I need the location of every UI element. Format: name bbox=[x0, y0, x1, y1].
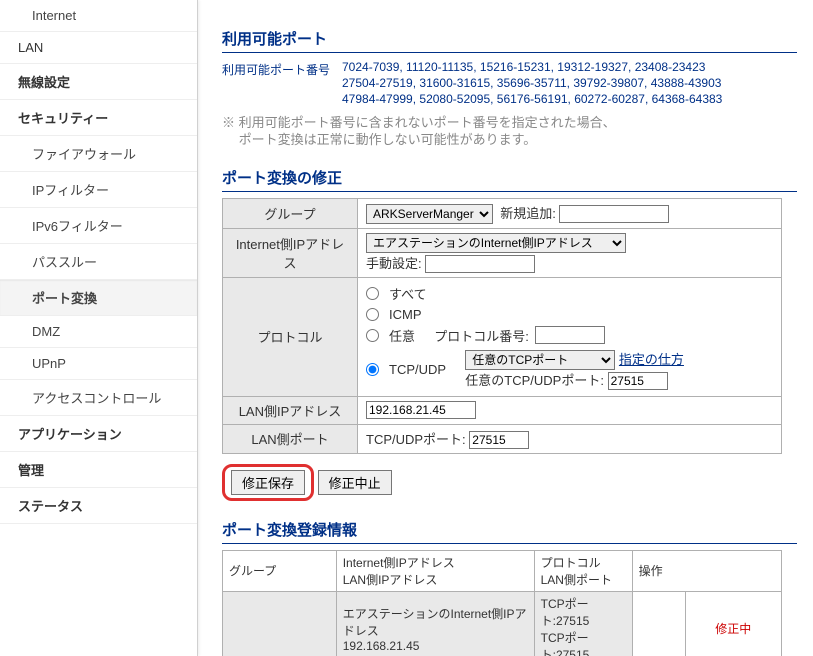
sidebar: Internet LAN 無線設定 セキュリティー ファイアウォール IPフィル… bbox=[0, 0, 198, 656]
app-root: Internet LAN 無線設定 セキュリティー ファイアウォール IPフィル… bbox=[0, 0, 813, 656]
reglist-title: ポート変換登録情報 bbox=[222, 519, 797, 544]
save-button[interactable]: 修正保存 bbox=[231, 470, 305, 495]
form-button-bar: 修正保存 修正中止 bbox=[222, 464, 797, 501]
ports-line1: 7024-7039, 11120-11135, 15216-15231, 193… bbox=[342, 59, 797, 75]
protocol-label: プロトコル bbox=[223, 277, 358, 396]
howto-link[interactable]: 指定の仕方 bbox=[619, 352, 684, 367]
group-cell: ARKServerManger bbox=[223, 591, 337, 656]
main-content: 利用可能ポート 利用可能ポート番号 7024-7039, 11120-11135… bbox=[198, 0, 813, 656]
col-ops: 操作 bbox=[632, 550, 781, 591]
available-ports-values: 7024-7039, 11120-11135, 15216-15231, 193… bbox=[342, 59, 797, 108]
col-addr: Internet側IPアドレス LAN側IPアドレス bbox=[336, 550, 534, 591]
sidebar-item-ipv6filter[interactable]: IPv6フィルター bbox=[0, 208, 197, 244]
lan-ip-label: LAN側IPアドレス bbox=[223, 396, 358, 424]
sidebar-item-ipfilter[interactable]: IPフィルター bbox=[0, 172, 197, 208]
addr-cell: エアステーションのInternet側IPアドレス192.168.21.45 bbox=[336, 591, 534, 656]
group-label: グループ bbox=[223, 198, 358, 228]
col-group: グループ bbox=[223, 550, 337, 591]
any-port-input[interactable] bbox=[608, 372, 668, 390]
sidebar-item-wireless[interactable]: 無線設定 bbox=[0, 64, 197, 100]
sidebar-item-admin[interactable]: 管理 bbox=[0, 452, 197, 488]
proto-all-radio[interactable] bbox=[366, 287, 379, 300]
save-highlight: 修正保存 bbox=[222, 464, 314, 501]
any-port-label: 任意のTCP/UDPポート: bbox=[465, 373, 604, 388]
form-title: ポート変換の修正 bbox=[222, 167, 797, 192]
ports-line3: 47984-47999, 52080-52095, 56176-56191, 6… bbox=[342, 91, 797, 107]
sidebar-item-upnp[interactable]: UPnP bbox=[0, 348, 197, 380]
lan-port-input[interactable] bbox=[469, 431, 529, 449]
new-add-input[interactable] bbox=[559, 205, 669, 223]
editing-cell: 修正中 bbox=[685, 591, 781, 656]
warning-text: ※ 利用可能ポート番号に含まれないポート番号を指定された場合、 ポート変換は正常… bbox=[222, 114, 797, 149]
manual-input[interactable] bbox=[425, 255, 535, 273]
cancel-button[interactable]: 修正中止 bbox=[318, 470, 392, 495]
proto-icmp-label: ICMP bbox=[389, 307, 422, 322]
internet-ip-select[interactable]: エアステーションのInternet側IPアドレス bbox=[366, 233, 626, 253]
proto-any-label: 任意 bbox=[389, 326, 415, 345]
proto-tcpudp-radio[interactable] bbox=[366, 363, 379, 376]
proto-num-input[interactable] bbox=[535, 326, 605, 344]
sidebar-item-lan[interactable]: LAN bbox=[0, 32, 197, 64]
available-ports-label: 利用可能ポート番号 bbox=[222, 59, 342, 108]
sidebar-item-portforward[interactable]: ポート変換 bbox=[0, 280, 197, 316]
col-proto: プロトコル LAN側ポート bbox=[534, 550, 632, 591]
sidebar-item-internet[interactable]: Internet bbox=[0, 0, 197, 32]
sidebar-item-status[interactable]: ステータス bbox=[0, 488, 197, 524]
sidebar-item-application[interactable]: アプリケーション bbox=[0, 416, 197, 452]
proto-num-label: プロトコル番号: bbox=[434, 326, 529, 345]
proto-tcpudp-label: TCP/UDP bbox=[389, 362, 446, 377]
lan-ip-input[interactable] bbox=[366, 401, 476, 419]
sidebar-item-firewall[interactable]: ファイアウォール bbox=[0, 136, 197, 172]
port-edit-form: グループ ARKServerManger 新規追加: Internet側IPアド… bbox=[222, 198, 782, 454]
sidebar-item-passthrough[interactable]: パススルー bbox=[0, 244, 197, 280]
new-add-label: 新規追加: bbox=[500, 206, 556, 221]
warning-line2: ポート変換は正常に動作しない可能性があります。 bbox=[222, 131, 797, 149]
group-select[interactable]: ARKServerManger bbox=[366, 204, 493, 224]
proto-all-label: すべて bbox=[389, 284, 427, 303]
available-ports-title: 利用可能ポート bbox=[222, 28, 797, 53]
lan-port-label: LAN側ポート bbox=[223, 424, 358, 453]
reglist-table: グループ Internet側IPアドレス LAN側IPアドレス プロトコル LA… bbox=[222, 550, 782, 656]
available-ports-table: 利用可能ポート番号 7024-7039, 11120-11135, 15216-… bbox=[222, 59, 797, 108]
proto-icmp-radio[interactable] bbox=[366, 308, 379, 321]
sidebar-item-accesscontrol[interactable]: アクセスコントロール bbox=[0, 380, 197, 416]
tcp-port-select[interactable]: 任意のTCPポート bbox=[465, 350, 615, 370]
internet-ip-label: Internet側IPアドレス bbox=[223, 228, 358, 277]
manual-label: 手動設定: bbox=[366, 256, 422, 271]
sidebar-item-security[interactable]: セキュリティー bbox=[0, 100, 197, 136]
proto-any-radio[interactable] bbox=[366, 329, 379, 342]
off-cell: OFF bbox=[632, 591, 685, 656]
warning-line1: ※ 利用可能ポート番号に含まれないポート番号を指定された場合、 bbox=[222, 114, 797, 132]
proto-cell: TCPポート:27515TCPポート:27515 bbox=[534, 591, 632, 656]
ports-line2: 27504-27519, 31600-31615, 35696-35711, 3… bbox=[342, 75, 797, 91]
sidebar-item-dmz[interactable]: DMZ bbox=[0, 316, 197, 348]
lan-port-prefix: TCP/UDPポート: bbox=[366, 432, 466, 447]
